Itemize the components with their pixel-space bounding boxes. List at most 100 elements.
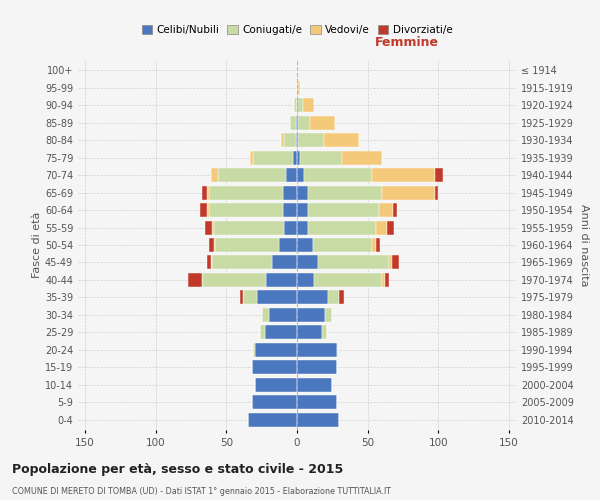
Bar bbox=[269, 308, 297, 322]
Bar bbox=[393, 203, 397, 217]
Bar bbox=[266, 273, 297, 287]
Bar bbox=[297, 342, 337, 356]
Bar bbox=[297, 238, 313, 252]
Bar bbox=[211, 256, 212, 270]
Bar bbox=[209, 186, 283, 200]
Bar bbox=[212, 256, 272, 270]
Bar bbox=[296, 134, 297, 147]
Bar bbox=[324, 134, 359, 147]
Text: COMUNE DI MERETO DI TOMBA (UD) - Dati ISTAT 1° gennaio 2015 - Elaborazione TUTTI: COMUNE DI MERETO DI TOMBA (UD) - Dati IS… bbox=[12, 488, 391, 496]
Bar bbox=[297, 412, 340, 426]
Y-axis label: Fasce di età: Fasce di età bbox=[32, 212, 42, 278]
Bar bbox=[308, 203, 379, 217]
Bar bbox=[382, 186, 436, 200]
Bar bbox=[379, 203, 393, 217]
Bar bbox=[244, 290, 257, 304]
Bar bbox=[297, 134, 298, 147]
Bar bbox=[241, 290, 244, 304]
Bar bbox=[297, 203, 308, 217]
Bar bbox=[253, 151, 293, 164]
Bar bbox=[436, 168, 443, 182]
Bar bbox=[262, 308, 269, 322]
Bar bbox=[297, 98, 302, 112]
Bar bbox=[297, 151, 300, 164]
Bar bbox=[209, 203, 283, 217]
Bar bbox=[215, 238, 278, 252]
Bar bbox=[252, 360, 297, 374]
Bar bbox=[297, 273, 314, 287]
Bar bbox=[297, 378, 332, 392]
Bar bbox=[293, 151, 297, 164]
Bar bbox=[302, 98, 314, 112]
Bar bbox=[328, 290, 340, 304]
Bar bbox=[297, 220, 308, 234]
Bar bbox=[325, 308, 332, 322]
Bar bbox=[206, 203, 209, 217]
Bar bbox=[296, 116, 297, 130]
Bar bbox=[297, 290, 328, 304]
Bar bbox=[297, 395, 337, 409]
Bar bbox=[297, 168, 304, 182]
Bar bbox=[205, 220, 212, 234]
Bar bbox=[265, 326, 297, 339]
Bar bbox=[382, 273, 385, 287]
Bar bbox=[313, 238, 372, 252]
Bar bbox=[257, 290, 297, 304]
Bar bbox=[206, 256, 211, 270]
Bar bbox=[281, 134, 284, 147]
Bar bbox=[254, 378, 297, 392]
Bar bbox=[436, 186, 438, 200]
Bar bbox=[376, 220, 388, 234]
Bar bbox=[252, 395, 297, 409]
Bar bbox=[337, 342, 338, 356]
Bar bbox=[340, 290, 344, 304]
Bar bbox=[389, 256, 392, 270]
Bar bbox=[253, 342, 254, 356]
Bar bbox=[250, 151, 253, 164]
Bar bbox=[214, 220, 284, 234]
Bar bbox=[392, 256, 399, 270]
Bar bbox=[278, 238, 297, 252]
Bar bbox=[385, 273, 389, 287]
Y-axis label: Anni di nascita: Anni di nascita bbox=[579, 204, 589, 286]
Bar bbox=[314, 273, 382, 287]
Bar bbox=[300, 151, 342, 164]
Bar bbox=[283, 203, 297, 217]
Legend: Celibi/Nubili, Coniugati/e, Vedovi/e, Divorziati/e: Celibi/Nubili, Coniugati/e, Vedovi/e, Di… bbox=[137, 21, 457, 39]
Bar bbox=[297, 308, 325, 322]
Bar bbox=[318, 256, 389, 270]
Bar bbox=[388, 220, 394, 234]
Bar bbox=[297, 186, 308, 200]
Bar bbox=[298, 81, 300, 95]
Bar bbox=[308, 220, 376, 234]
Bar bbox=[200, 203, 206, 217]
Bar bbox=[297, 81, 298, 95]
Bar bbox=[290, 116, 296, 130]
Bar bbox=[298, 116, 310, 130]
Text: Femmine: Femmine bbox=[374, 36, 439, 49]
Bar bbox=[188, 273, 202, 287]
Bar bbox=[304, 168, 372, 182]
Bar bbox=[202, 186, 206, 200]
Bar bbox=[248, 412, 297, 426]
Bar bbox=[211, 168, 218, 182]
Bar bbox=[284, 134, 296, 147]
Bar bbox=[209, 238, 214, 252]
Bar bbox=[284, 220, 297, 234]
Bar bbox=[283, 186, 297, 200]
Bar bbox=[212, 220, 214, 234]
Bar bbox=[297, 256, 318, 270]
Bar bbox=[376, 238, 380, 252]
Bar bbox=[372, 168, 436, 182]
Bar bbox=[342, 151, 382, 164]
Bar bbox=[297, 116, 298, 130]
Bar bbox=[218, 168, 286, 182]
Bar bbox=[310, 116, 335, 130]
Bar bbox=[206, 186, 209, 200]
Bar bbox=[286, 168, 297, 182]
Bar bbox=[214, 238, 215, 252]
Bar bbox=[294, 98, 297, 112]
Bar bbox=[297, 326, 322, 339]
Bar bbox=[372, 238, 376, 252]
Bar bbox=[202, 273, 266, 287]
